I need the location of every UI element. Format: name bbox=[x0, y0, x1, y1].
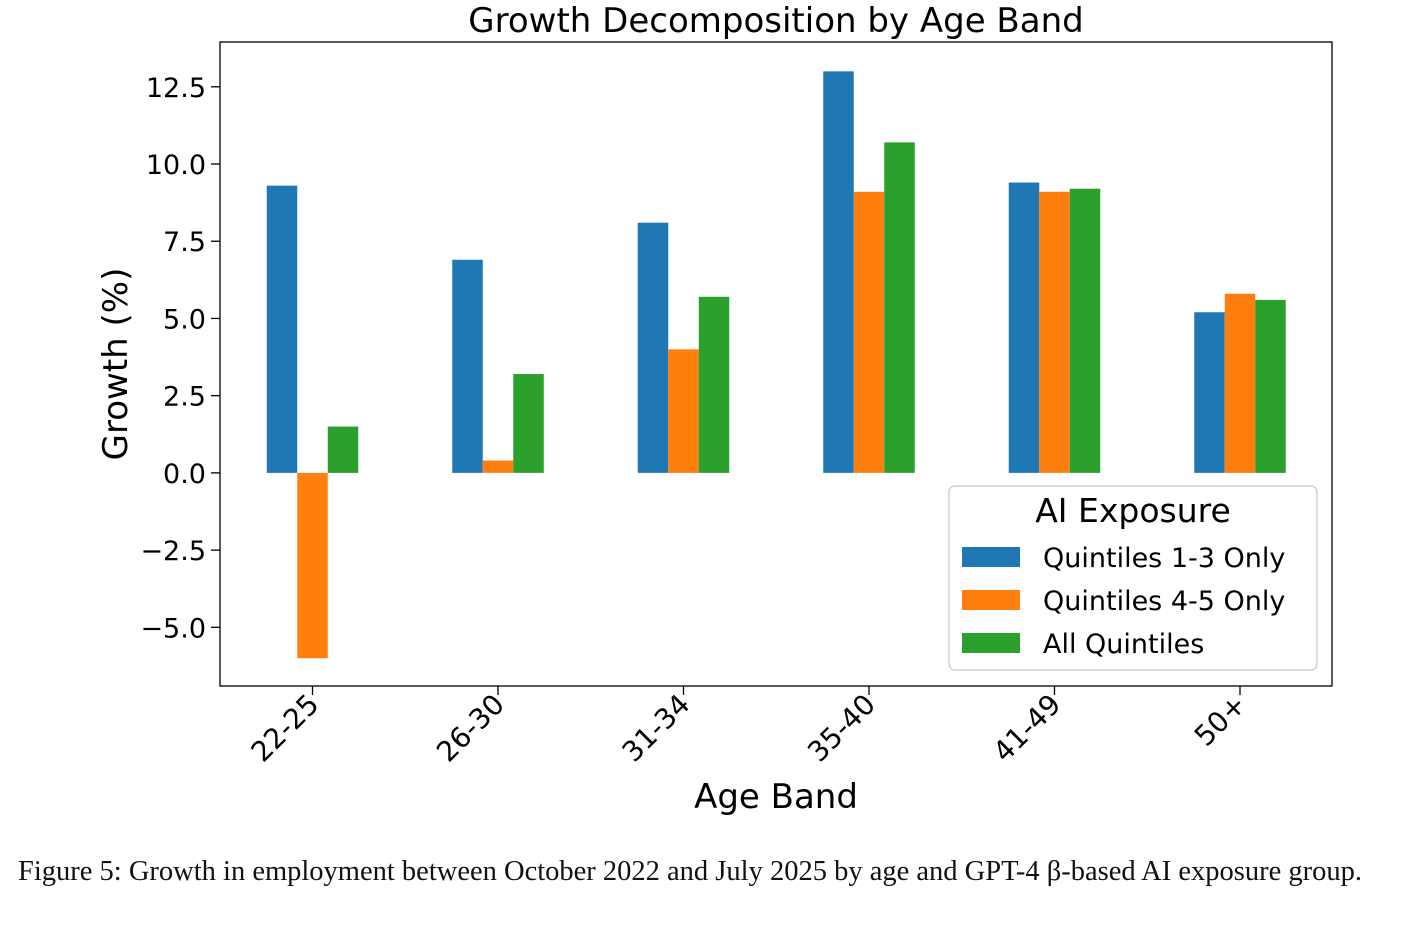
y-tick-label: 7.5 bbox=[163, 227, 206, 258]
y-tick-label: 5.0 bbox=[163, 304, 206, 335]
bar-35-40-series-2 bbox=[854, 192, 885, 473]
bar-chart: Growth Decomposition by Age Band −5.0 −2.… bbox=[0, 0, 1423, 850]
bar-31-34-series-2 bbox=[668, 349, 699, 473]
bar-22-25-series-3 bbox=[328, 427, 359, 473]
bar-50+-series-3 bbox=[1255, 300, 1286, 473]
x-axis-label: Age Band bbox=[694, 777, 858, 817]
x-tick-label: 22-25 bbox=[245, 688, 326, 769]
y-tick-label: −2.5 bbox=[140, 536, 206, 567]
bar-26-30-series-2 bbox=[483, 461, 514, 473]
bar-35-40-series-1 bbox=[823, 71, 854, 473]
y-tick-label: 10.0 bbox=[146, 150, 206, 181]
legend: AI Exposure Quintiles 1-3 Only Quintiles … bbox=[949, 486, 1317, 670]
bar-41-49-series-3 bbox=[1070, 189, 1101, 473]
bar-31-34-series-3 bbox=[699, 297, 730, 473]
legend-label-3: All Quintiles bbox=[1043, 629, 1204, 660]
bar-41-49-series-1 bbox=[1009, 183, 1040, 473]
x-tick-label: 41-49 bbox=[987, 688, 1068, 769]
x-tick-label: 50+ bbox=[1188, 688, 1253, 753]
y-tick-label: −5.0 bbox=[140, 613, 206, 644]
bar-22-25-series-2 bbox=[297, 473, 328, 658]
legend-swatch-1 bbox=[962, 547, 1020, 567]
bar-26-30-series-1 bbox=[452, 260, 483, 473]
bar-50+-series-2 bbox=[1225, 294, 1256, 473]
x-axis: 22-25 26-30 31-34 35-40 41-49 50+ bbox=[245, 686, 1253, 768]
x-tick-label: 31-34 bbox=[616, 688, 697, 769]
legend-swatch-3 bbox=[962, 633, 1020, 653]
y-tick-label: 0.0 bbox=[163, 459, 206, 490]
legend-label-1: Quintiles 1-3 Only bbox=[1043, 543, 1285, 574]
legend-swatch-2 bbox=[962, 590, 1020, 610]
y-axis-label: Growth (%) bbox=[96, 268, 136, 461]
bar-26-30-series-3 bbox=[513, 374, 544, 473]
y-tick-label: 2.5 bbox=[163, 382, 206, 413]
figure-caption: Figure 5: Growth in employment between O… bbox=[18, 852, 1413, 892]
x-tick-label: 35-40 bbox=[801, 688, 882, 769]
bar-50+-series-1 bbox=[1194, 312, 1225, 473]
y-tick-label: 12.5 bbox=[146, 73, 206, 104]
bar-22-25-series-1 bbox=[267, 186, 298, 473]
legend-label-2: Quintiles 4-5 Only bbox=[1043, 586, 1285, 617]
bar-31-34-series-1 bbox=[638, 223, 669, 473]
bar-35-40-series-3 bbox=[884, 142, 915, 472]
legend-title: AI Exposure bbox=[1035, 491, 1231, 530]
x-tick-label: 26-30 bbox=[430, 688, 511, 769]
chart-title: Growth Decomposition by Age Band bbox=[468, 1, 1083, 41]
y-axis: −5.0 −2.5 0.0 2.5 5.0 7.5 10.0 12.5 bbox=[140, 73, 220, 645]
bar-41-49-series-2 bbox=[1039, 192, 1070, 473]
